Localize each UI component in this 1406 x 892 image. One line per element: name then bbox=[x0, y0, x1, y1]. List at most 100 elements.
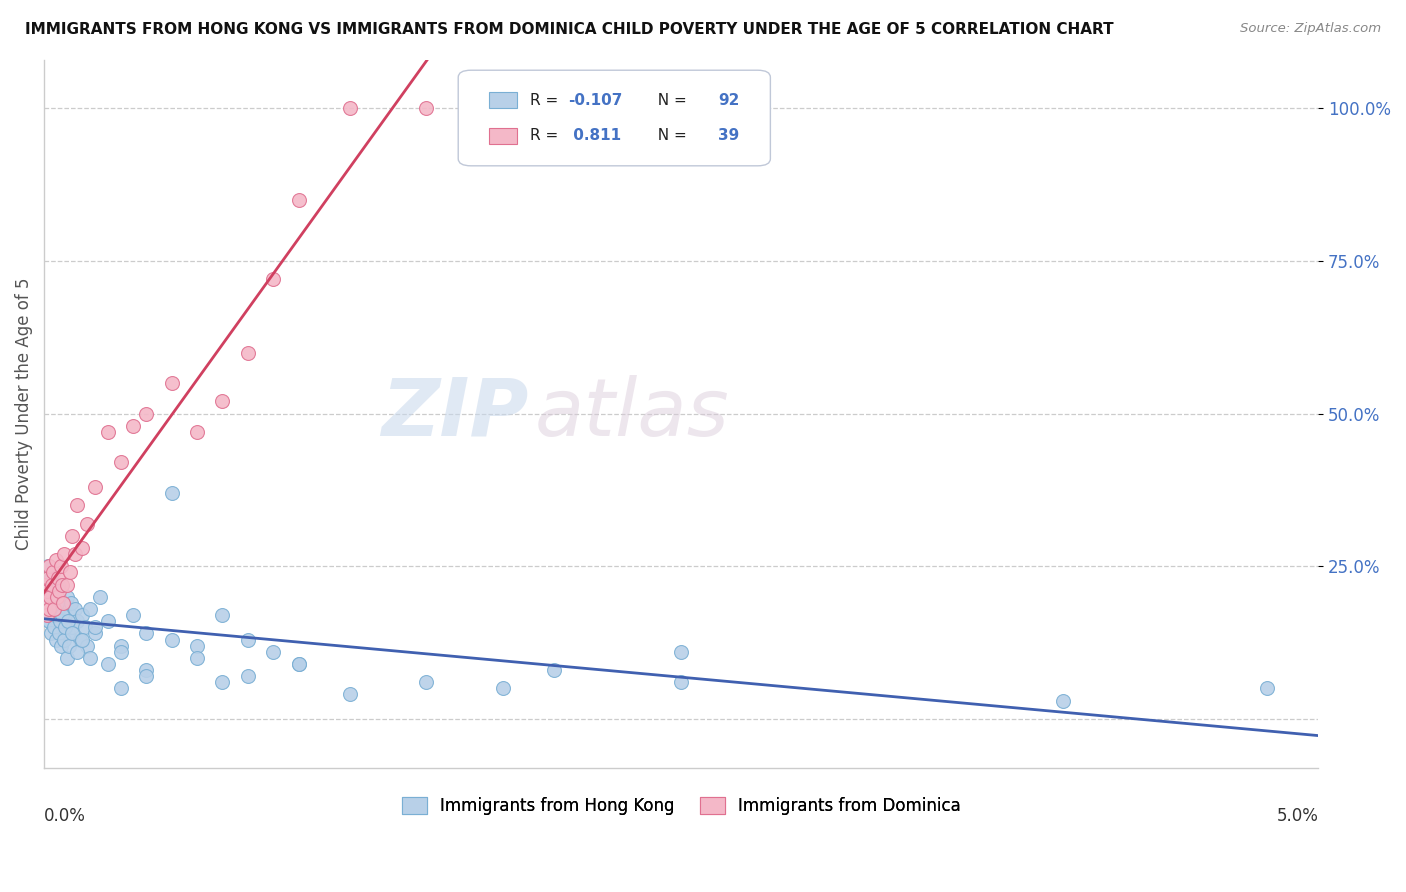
Point bbox=[97, 614, 120, 628]
Point bbox=[46, 572, 69, 586]
Point bbox=[160, 376, 183, 391]
Point bbox=[186, 639, 208, 653]
Point bbox=[492, 681, 515, 696]
Point bbox=[42, 566, 65, 580]
Point bbox=[236, 632, 259, 647]
Point bbox=[34, 577, 56, 591]
Point bbox=[37, 602, 59, 616]
Point bbox=[49, 559, 72, 574]
Point bbox=[339, 688, 361, 702]
Point bbox=[53, 602, 76, 616]
Point bbox=[97, 425, 120, 439]
Point bbox=[41, 577, 63, 591]
Point bbox=[38, 583, 60, 598]
Text: 0.811: 0.811 bbox=[568, 128, 621, 144]
Text: Source: ZipAtlas.com: Source: ZipAtlas.com bbox=[1240, 22, 1381, 36]
Point bbox=[38, 559, 60, 574]
Point bbox=[66, 498, 89, 512]
FancyBboxPatch shape bbox=[458, 70, 770, 166]
Point bbox=[59, 596, 82, 610]
Point bbox=[46, 577, 69, 591]
Point bbox=[42, 577, 65, 591]
Point bbox=[415, 102, 437, 116]
Point bbox=[339, 102, 361, 116]
Point bbox=[45, 590, 67, 604]
Point bbox=[55, 650, 77, 665]
Point bbox=[79, 602, 101, 616]
Point bbox=[38, 602, 60, 616]
Point bbox=[160, 632, 183, 647]
Point bbox=[37, 559, 59, 574]
Point bbox=[51, 596, 73, 610]
Point bbox=[44, 590, 66, 604]
Point bbox=[44, 620, 66, 634]
Point bbox=[46, 614, 69, 628]
Point bbox=[60, 529, 83, 543]
Point bbox=[42, 608, 65, 623]
Point bbox=[37, 572, 59, 586]
Point bbox=[211, 394, 233, 409]
Point bbox=[186, 650, 208, 665]
Point bbox=[135, 407, 157, 421]
Text: -0.107: -0.107 bbox=[568, 93, 623, 108]
Point bbox=[76, 639, 98, 653]
Point bbox=[76, 516, 98, 531]
Point bbox=[45, 632, 67, 647]
Point bbox=[56, 577, 79, 591]
Point bbox=[66, 614, 89, 628]
Point bbox=[211, 675, 233, 690]
Point bbox=[39, 614, 62, 628]
Point bbox=[288, 193, 311, 207]
Point bbox=[60, 626, 83, 640]
Point bbox=[48, 626, 70, 640]
Point bbox=[49, 614, 72, 628]
Point bbox=[84, 620, 107, 634]
Point bbox=[63, 602, 86, 616]
Text: ZIP: ZIP bbox=[381, 375, 529, 452]
Point bbox=[41, 590, 63, 604]
Text: IMMIGRANTS FROM HONG KONG VS IMMIGRANTS FROM DOMINICA CHILD POVERTY UNDER THE AG: IMMIGRANTS FROM HONG KONG VS IMMIGRANTS … bbox=[25, 22, 1114, 37]
Point bbox=[186, 425, 208, 439]
Point bbox=[288, 657, 311, 671]
Point bbox=[97, 657, 120, 671]
Point bbox=[262, 645, 284, 659]
Point bbox=[58, 639, 80, 653]
Point bbox=[1256, 681, 1278, 696]
Point bbox=[55, 614, 77, 628]
Point bbox=[41, 590, 63, 604]
Text: R =: R = bbox=[530, 93, 562, 108]
Point bbox=[72, 632, 94, 647]
Text: R =: R = bbox=[530, 128, 562, 144]
Point bbox=[89, 590, 111, 604]
Point bbox=[56, 590, 79, 604]
Point bbox=[51, 639, 73, 653]
Point bbox=[110, 639, 132, 653]
Point bbox=[58, 566, 80, 580]
Point bbox=[135, 663, 157, 677]
Text: 0.0%: 0.0% bbox=[44, 806, 86, 824]
Point bbox=[51, 608, 73, 623]
Point bbox=[160, 486, 183, 500]
Point bbox=[72, 608, 94, 623]
Point bbox=[53, 547, 76, 561]
Point bbox=[35, 596, 58, 610]
Point bbox=[44, 608, 66, 623]
Point bbox=[41, 602, 63, 616]
Point bbox=[122, 418, 145, 433]
Point bbox=[211, 608, 233, 623]
Point bbox=[135, 669, 157, 683]
Point bbox=[669, 645, 692, 659]
Y-axis label: Child Poverty Under the Age of 5: Child Poverty Under the Age of 5 bbox=[15, 277, 32, 549]
Point bbox=[45, 583, 67, 598]
Point bbox=[236, 345, 259, 359]
Point bbox=[135, 626, 157, 640]
Point bbox=[48, 602, 70, 616]
Point bbox=[84, 626, 107, 640]
Point bbox=[39, 590, 62, 604]
Point bbox=[42, 620, 65, 634]
Point bbox=[38, 614, 60, 628]
Point bbox=[58, 626, 80, 640]
Point bbox=[58, 608, 80, 623]
Point bbox=[288, 657, 311, 671]
Point bbox=[44, 602, 66, 616]
